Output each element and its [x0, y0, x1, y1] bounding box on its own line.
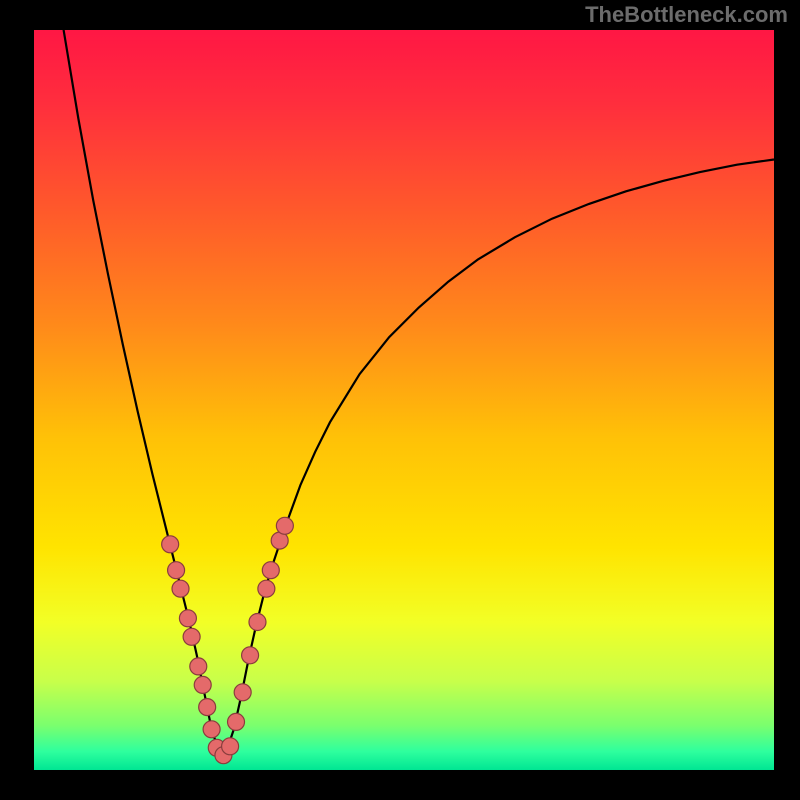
curve-marker: [199, 699, 216, 716]
curve-marker: [183, 628, 200, 645]
curve-marker: [194, 676, 211, 693]
curve-marker: [179, 610, 196, 627]
bottleneck-curve-chart: [0, 0, 800, 800]
curve-marker: [234, 684, 251, 701]
curve-marker: [203, 721, 220, 738]
curve-marker: [249, 614, 266, 631]
curve-marker: [222, 738, 239, 755]
curve-marker: [168, 562, 185, 579]
chart-canvas: TheBottleneck.com: [0, 0, 800, 800]
chart-gradient-background: [34, 30, 774, 770]
curve-marker: [276, 517, 293, 534]
curve-marker: [258, 580, 275, 597]
watermark-text: TheBottleneck.com: [585, 2, 788, 28]
curve-marker: [262, 562, 279, 579]
curve-marker: [162, 536, 179, 553]
curve-marker: [242, 647, 259, 664]
curve-marker: [172, 580, 189, 597]
curve-marker: [228, 713, 245, 730]
curve-marker: [190, 658, 207, 675]
